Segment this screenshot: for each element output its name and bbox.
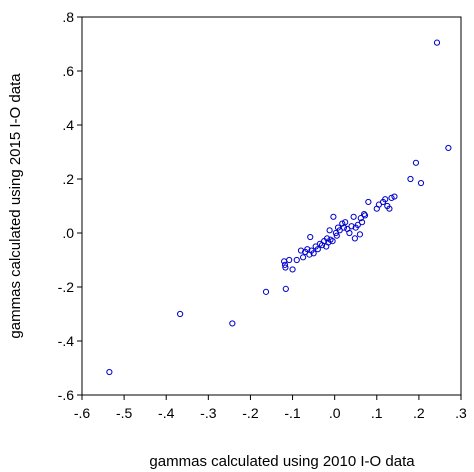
data-point — [342, 219, 349, 226]
data-point — [365, 198, 372, 206]
x-tick-label: .1 — [371, 405, 383, 421]
data-point — [375, 201, 382, 208]
data-point — [351, 235, 358, 242]
x-tick-label: .3 — [455, 405, 467, 421]
data-points — [106, 39, 452, 376]
y-tick-label: .2 — [62, 171, 74, 187]
data-point — [333, 232, 340, 239]
data-point — [433, 39, 441, 46]
data-point — [314, 246, 321, 253]
data-point — [286, 256, 293, 264]
data-point — [412, 159, 420, 166]
data-point — [289, 266, 296, 273]
data-point — [361, 211, 368, 218]
data-point — [356, 231, 364, 238]
x-tick-label: .0 — [329, 405, 341, 421]
x-tick-label: -.1 — [284, 405, 301, 421]
x-tick-label: -.3 — [200, 405, 217, 421]
data-point — [339, 220, 346, 227]
data-point — [326, 227, 333, 234]
y-tick-label: -.2 — [58, 279, 75, 295]
data-point — [297, 247, 305, 254]
data-point — [382, 196, 389, 203]
x-axis-ticks: -.6 -.5 -.4 -.3 -.2 -.1 .0 .1 .2 .3 — [74, 395, 467, 421]
data-point — [386, 205, 393, 212]
data-point — [336, 227, 343, 234]
y-axis-label: gammas calculated using 2015 I-O data — [7, 73, 24, 339]
x-tick-label: .2 — [413, 405, 425, 421]
data-point — [357, 215, 364, 222]
data-point — [358, 219, 366, 226]
data-point — [354, 221, 361, 228]
y-tick-label: .6 — [62, 63, 74, 79]
data-point — [346, 229, 353, 237]
y-tick-label: -.6 — [58, 387, 75, 403]
data-point — [106, 368, 113, 376]
data-point — [307, 233, 314, 241]
x-tick-label: -.6 — [74, 405, 91, 421]
data-point — [348, 223, 355, 230]
plot-frame — [81, 16, 462, 396]
data-point — [262, 288, 270, 295]
data-point — [388, 194, 395, 201]
data-point — [282, 285, 289, 292]
data-point — [299, 254, 307, 261]
y-tick-label: .0 — [62, 225, 74, 241]
data-point — [445, 144, 452, 152]
data-point — [177, 310, 184, 318]
data-point — [282, 264, 289, 271]
data-point — [417, 179, 425, 187]
data-point — [329, 238, 336, 245]
data-point — [391, 193, 398, 200]
y-axis-ticks: -.6 -.4 -.2 .0 .2 .4 .6 .8 — [58, 9, 82, 403]
x-tick-label: -.2 — [242, 405, 259, 421]
data-point — [229, 320, 236, 327]
y-tick-label: .4 — [62, 117, 74, 133]
y-tick-label: -.4 — [58, 333, 75, 349]
data-point — [361, 212, 369, 219]
data-point — [310, 250, 317, 257]
x-axis-label: gammas calculated using 2010 I-O data — [149, 453, 415, 470]
data-point — [330, 213, 337, 220]
data-point — [407, 175, 414, 183]
y-tick-label: .8 — [62, 9, 74, 25]
data-point — [281, 261, 289, 268]
data-point — [350, 213, 357, 220]
data-point — [293, 256, 300, 264]
data-point — [323, 235, 331, 242]
data-point — [281, 258, 288, 265]
x-tick-label: -.5 — [116, 405, 133, 421]
x-tick-label: -.4 — [158, 405, 175, 421]
data-point — [304, 246, 311, 253]
